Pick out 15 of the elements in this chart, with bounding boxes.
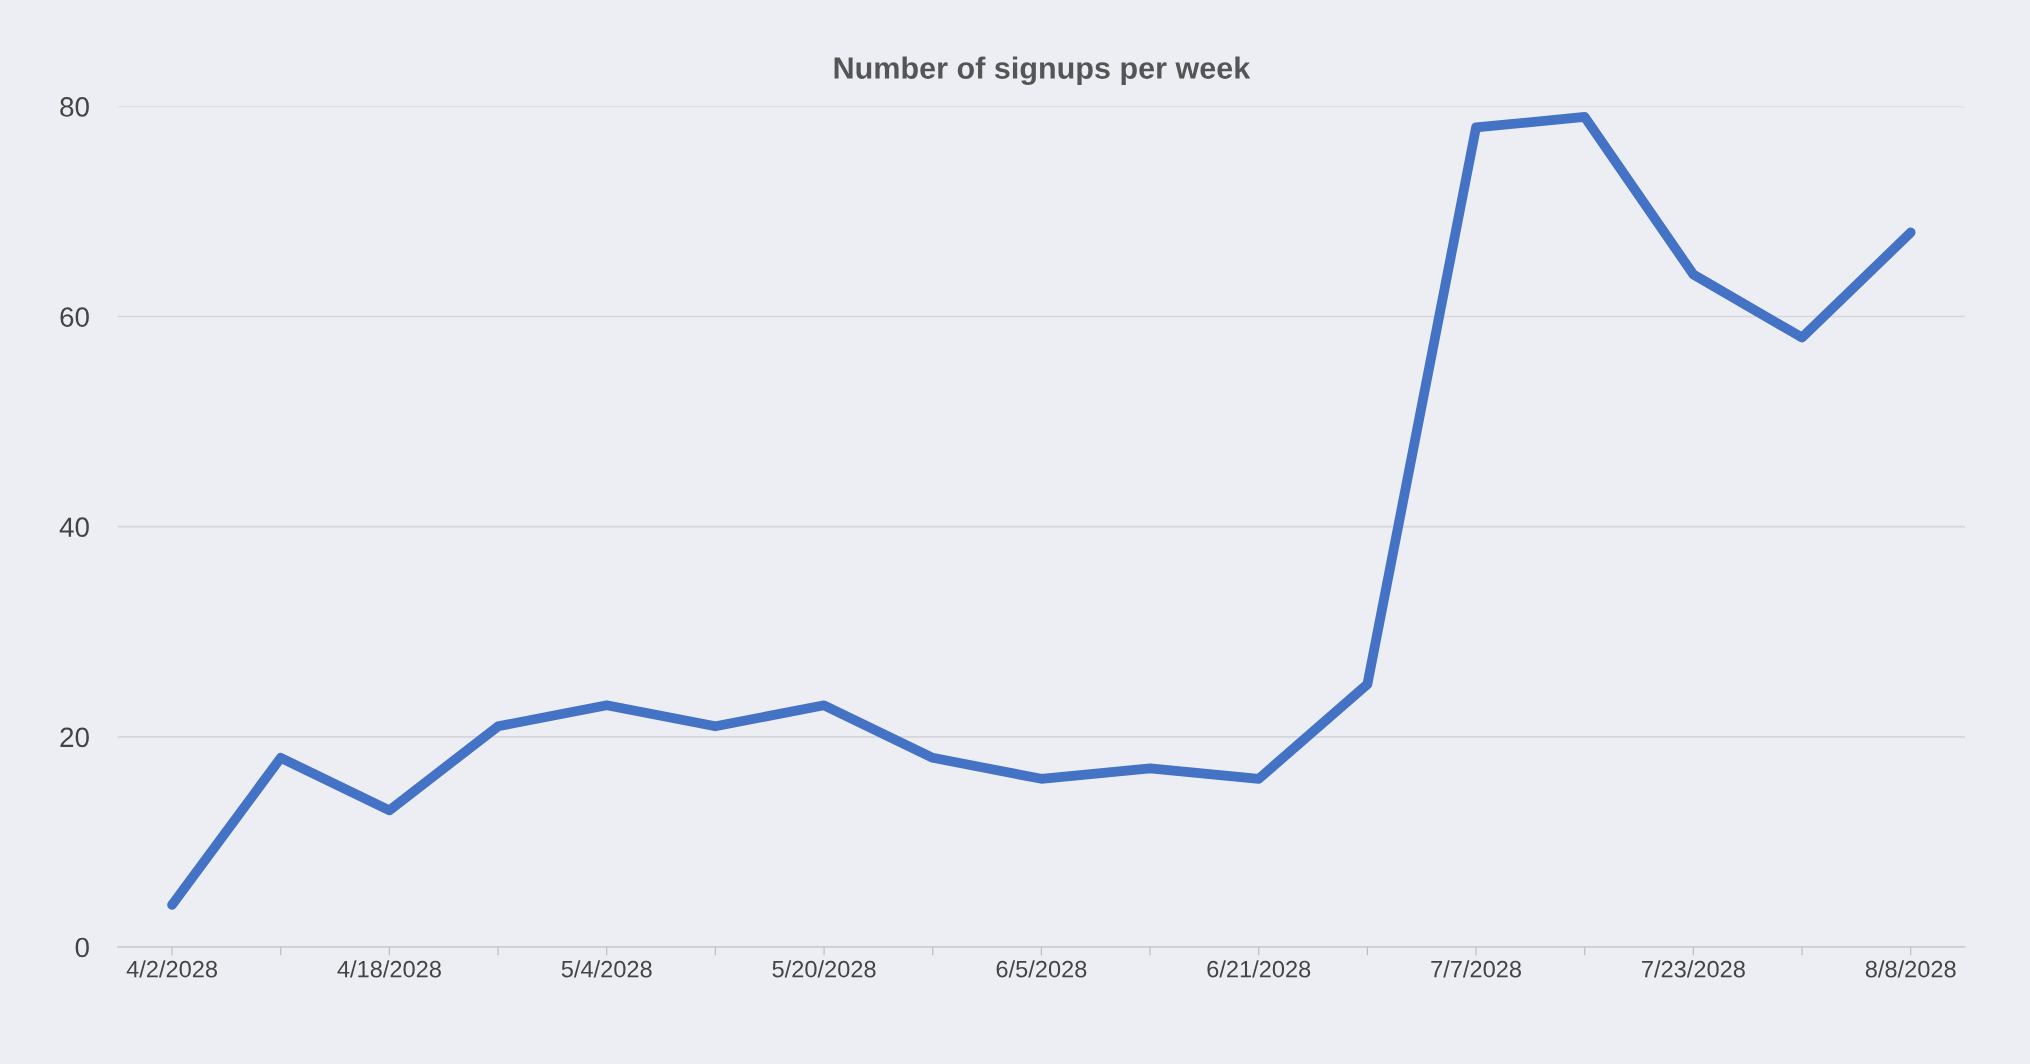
- x-tick-label: 4/2/2028: [126, 960, 217, 978]
- y-tick-label: 80: [60, 97, 89, 117]
- x-tick-label: 6/5/2028: [996, 960, 1087, 978]
- y-tick-label: 40: [59, 517, 89, 538]
- x-tick-label: 7/23/2028: [1642, 960, 1745, 978]
- x-tick-label: 5/4/2028: [561, 960, 652, 978]
- chart-title: Number of signups per week: [834, 56, 1251, 86]
- x-tick-label: 8/8/2028: [1865, 960, 1956, 978]
- x-tick-label: 6/21/2028: [1207, 960, 1311, 978]
- y-tick-label: 20: [60, 727, 89, 748]
- y-tick-label: 0: [75, 937, 89, 958]
- x-tick-label: 7/7/2028: [1431, 960, 1521, 978]
- y-tick-label: 60: [60, 307, 89, 327]
- x-tick-label: 5/20/2028: [772, 960, 876, 978]
- x-tick-label: 4/18/2028: [337, 960, 441, 978]
